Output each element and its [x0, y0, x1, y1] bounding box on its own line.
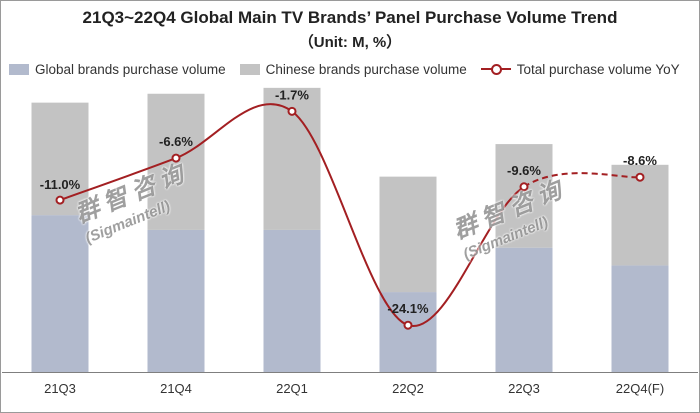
bar-global-1 — [147, 229, 205, 372]
bar-global-3 — [379, 292, 437, 372]
bar-global-2 — [263, 229, 321, 372]
legend-item-chinese: Chinese brands purchase volume — [239, 61, 467, 77]
legend-label-chinese: Chinese brands purchase volume — [265, 61, 467, 77]
yoy-point-2 — [287, 106, 297, 116]
yoy-label-3: -24.1% — [387, 301, 429, 316]
bar-chinese-3 — [379, 176, 437, 293]
yoy-label-1: -6.6% — [159, 134, 193, 149]
legend-label-global: Global brands purchase volume — [35, 61, 226, 77]
legend-label-yoy: Total purchase volume YoY — [516, 61, 680, 77]
x-tick-label-4: 22Q3 — [508, 381, 540, 396]
legend-item-yoy: Total purchase volume YoY — [480, 61, 680, 77]
yoy-line-forecast — [523, 172, 641, 188]
x-tick-label-1: 21Q4 — [160, 381, 192, 396]
legend-swatch-global — [9, 63, 29, 75]
yoy-point-5 — [635, 172, 645, 182]
chart-subtitle: （Unit: M, %） — [298, 34, 402, 51]
yoy-label-2: -1.7% — [275, 87, 309, 102]
x-tick-label-0: 21Q3 — [44, 381, 76, 396]
legend-swatch-chinese — [239, 63, 260, 75]
legend-item-global: Global brands purchase volume — [9, 62, 226, 77]
yoy-point-1 — [171, 153, 181, 163]
bar-chinese-4 — [495, 144, 553, 248]
yoy-point-0 — [55, 195, 65, 205]
chart-title: 21Q3~22Q4 Global Main TV Brands’ Panel P… — [82, 8, 618, 27]
x-tick-label-5: 22Q4(F) — [616, 381, 664, 396]
x-tick-label-2: 22Q1 — [276, 381, 308, 396]
yoy-label-0: -11.0% — [40, 177, 81, 192]
bar-global-4 — [495, 247, 553, 372]
yoy-label-5: -8.6% — [623, 153, 657, 168]
yoy-line-actual — [59, 103, 525, 327]
x-tick-label-3: 22Q2 — [392, 381, 424, 396]
yoy-point-4 — [519, 182, 529, 192]
legend: Global brands purchase volume Chinese br… — [9, 59, 694, 79]
legend-swatch-yoy — [480, 63, 511, 75]
yoy-label-4: -9.6% — [507, 163, 541, 178]
yoy-point-3 — [403, 320, 413, 330]
bar-global-5 — [611, 265, 669, 372]
bar-global-0 — [31, 215, 89, 372]
